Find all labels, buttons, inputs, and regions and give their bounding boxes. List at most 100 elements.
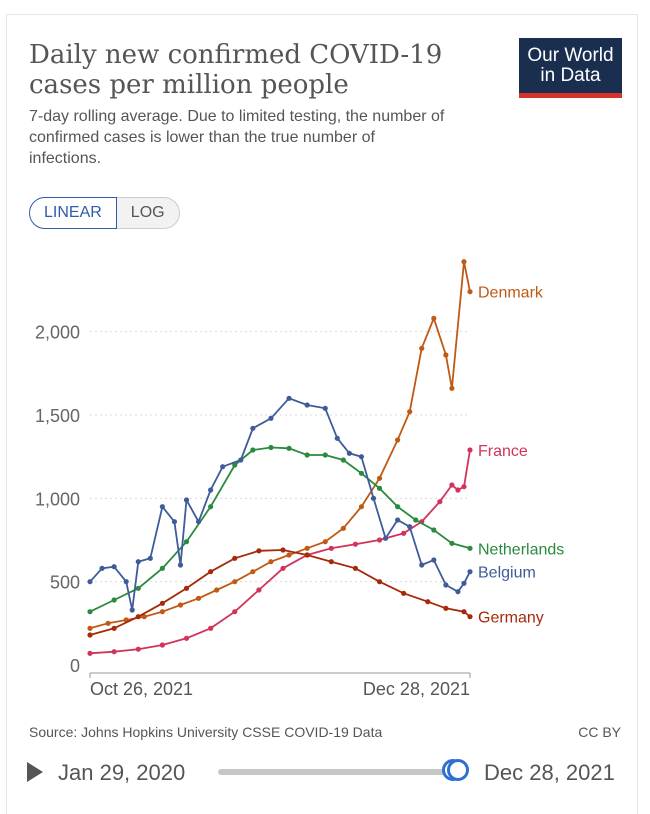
y-tick-label: 1,500 xyxy=(35,406,80,426)
logo-line-1: Our World xyxy=(527,45,614,66)
series-line xyxy=(89,261,471,630)
timeline-end-handle[interactable] xyxy=(447,759,469,781)
data-point xyxy=(232,609,238,615)
data-point xyxy=(280,547,286,553)
data-point xyxy=(461,484,467,490)
data-point xyxy=(232,462,238,468)
series-lines xyxy=(87,259,473,656)
data-point xyxy=(268,415,274,421)
scale-toggle: LINEAR LOG xyxy=(29,197,180,229)
data-point xyxy=(358,504,365,510)
data-point xyxy=(183,497,190,503)
data-point xyxy=(171,519,178,525)
data-point xyxy=(87,579,93,585)
data-point xyxy=(135,585,141,591)
series-labels: Denmark France Netherlands Belgium Germany xyxy=(478,285,564,627)
series-belgium xyxy=(87,395,473,613)
data-point xyxy=(111,597,117,603)
data-point xyxy=(455,487,461,493)
data-point xyxy=(208,487,214,493)
data-point xyxy=(419,345,425,351)
data-point xyxy=(443,352,449,358)
data-point xyxy=(208,625,214,631)
series-label: France xyxy=(478,443,528,460)
data-point xyxy=(401,530,407,536)
data-point xyxy=(395,517,401,523)
data-point xyxy=(232,555,238,561)
data-point xyxy=(304,452,310,458)
log-scale-button[interactable]: LOG xyxy=(116,197,180,229)
series-denmark xyxy=(87,259,473,631)
data-point xyxy=(449,385,455,391)
license-link[interactable]: CC BY xyxy=(578,724,621,740)
line-chart: 0 500 1,000 1,500 2,000 Oct 26, 2021 Dec 28, … xyxy=(35,259,564,699)
data-point xyxy=(322,405,328,411)
data-point xyxy=(461,259,467,265)
data-point xyxy=(467,289,473,295)
data-point xyxy=(111,564,117,570)
data-point xyxy=(250,447,256,453)
data-point xyxy=(431,557,437,563)
data-point xyxy=(322,539,328,545)
data-point xyxy=(352,565,358,571)
data-point xyxy=(183,585,190,591)
y-axis-ticks: 0 500 1,000 1,500 2,000 xyxy=(35,323,80,676)
data-point xyxy=(214,587,220,593)
data-point xyxy=(382,535,389,541)
timeline-track[interactable] xyxy=(218,769,458,775)
data-point xyxy=(250,425,256,431)
data-point xyxy=(340,525,346,531)
play-icon[interactable] xyxy=(27,762,43,782)
data-point xyxy=(135,646,141,652)
data-point xyxy=(443,582,449,588)
series-line xyxy=(89,549,471,636)
data-point xyxy=(395,504,401,510)
logo-line-2: in Data xyxy=(540,65,601,86)
series-line xyxy=(89,449,471,655)
series-label: Netherlands xyxy=(478,541,564,558)
data-point xyxy=(195,519,202,525)
data-point xyxy=(431,527,437,533)
data-point xyxy=(370,495,377,501)
data-point xyxy=(340,457,346,463)
linear-scale-button[interactable]: LINEAR xyxy=(29,197,117,229)
data-point xyxy=(208,504,214,510)
chart-card xyxy=(6,14,638,814)
data-point xyxy=(376,485,383,491)
x-axis: Oct 26, 2021 Dec 28, 2021 xyxy=(89,672,471,699)
timeline-end-label: Dec 28, 2021 xyxy=(484,760,615,785)
data-point xyxy=(328,545,334,551)
owid-logo[interactable]: Our World in Data xyxy=(519,38,622,98)
data-point xyxy=(220,464,226,470)
data-point xyxy=(87,650,93,656)
data-point xyxy=(256,548,262,554)
series-netherlands xyxy=(87,444,473,615)
data-point xyxy=(183,635,190,641)
data-point xyxy=(232,579,238,585)
data-point xyxy=(286,552,292,558)
data-point xyxy=(268,559,274,565)
data-point xyxy=(443,605,449,611)
data-point xyxy=(183,539,190,545)
data-point xyxy=(455,589,461,595)
grid-lines xyxy=(90,331,470,583)
data-point xyxy=(268,444,274,451)
data-point xyxy=(87,632,93,638)
x-tick-label: Dec 28, 2021 xyxy=(363,679,470,699)
data-point xyxy=(334,435,340,441)
y-tick-label: 1,000 xyxy=(35,489,80,509)
data-point xyxy=(376,579,383,585)
data-point xyxy=(99,565,105,571)
data-point xyxy=(352,541,358,547)
data-point xyxy=(250,569,256,575)
series-germany xyxy=(87,547,473,638)
data-point xyxy=(449,482,455,488)
data-point xyxy=(159,609,165,615)
data-point xyxy=(177,602,184,608)
data-point xyxy=(87,609,93,615)
source-note[interactable]: Source: Johns Hopkins University CSSE CO… xyxy=(29,724,383,740)
data-point xyxy=(346,450,352,456)
data-point xyxy=(431,315,437,321)
chart-title: Daily new confirmed COVID-19 cases per m… xyxy=(29,40,443,100)
data-point xyxy=(328,559,334,565)
